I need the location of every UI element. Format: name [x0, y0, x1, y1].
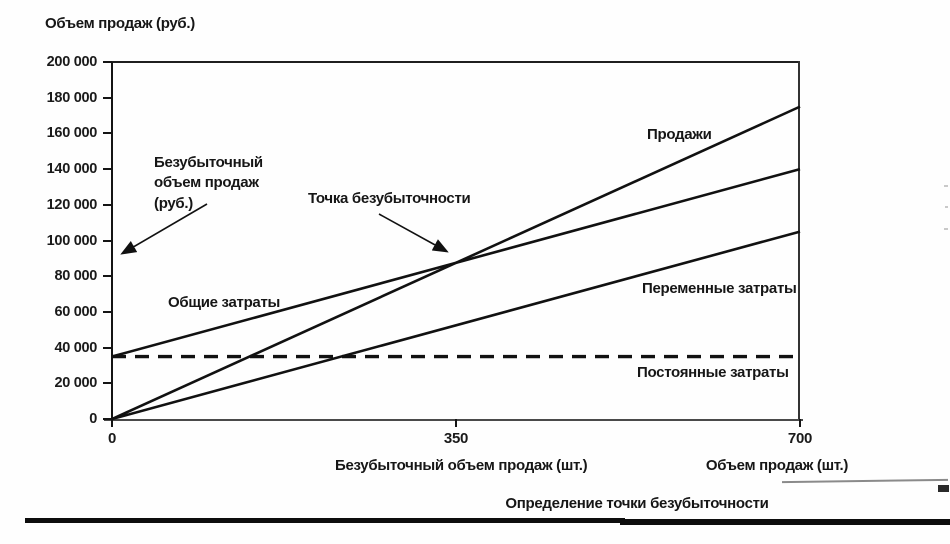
scan-artifact	[944, 185, 948, 187]
y-tick-mark	[103, 96, 112, 99]
series-label-total-costs: Общие затраты	[168, 294, 281, 311]
y-tick-mark	[103, 275, 112, 278]
y-tick-mark	[103, 168, 112, 171]
y-tick-label: 20 000	[54, 375, 97, 392]
x-tick-label: 0	[107, 430, 117, 447]
x-axis-label-breakeven-units: Безубыточный объем продаж (шт.)	[335, 457, 588, 474]
plot-border-top	[111, 61, 800, 63]
scan-artifact	[938, 485, 949, 492]
y-tick-label: 200 000	[46, 54, 98, 70]
series-label-sales: Продажи	[647, 126, 712, 143]
y-tick-label: 140 000	[46, 161, 98, 178]
breakeven-point-annotation: Точка безубыточности	[308, 190, 471, 207]
y-tick-label: 80 000	[54, 268, 97, 285]
bottom-rule-bar	[25, 518, 625, 523]
y-tick-mark	[103, 382, 112, 385]
scan-artifact	[944, 228, 948, 230]
bottom-rule-bar	[620, 519, 950, 525]
y-tick-mark	[103, 203, 112, 206]
series-label-fixed-costs: Постоянные затраты	[637, 364, 789, 381]
x-tick-mark	[111, 419, 113, 427]
y-tick-label: 160 000	[46, 125, 98, 142]
y-tick-label: 180 000	[46, 89, 98, 106]
y-tick-mark	[103, 239, 112, 242]
breakeven-revenue-annotation: Безубыточный объем продаж (руб.)	[154, 154, 263, 212]
y-tick-mark	[103, 61, 112, 63]
figure-caption: Определение точки безубыточности	[505, 495, 769, 512]
y-axis-title: Объем продаж (руб.)	[45, 15, 195, 32]
x-tick-mark	[799, 419, 801, 427]
y-tick-mark	[103, 418, 112, 420]
x-axis-label-volume-units: Объем продаж (шт.)	[705, 457, 849, 474]
y-tick-label: 100 000	[46, 232, 98, 249]
x-tick-label: 700	[787, 430, 813, 447]
scan-artifact	[945, 206, 948, 208]
y-tick-label: 60 000	[54, 303, 97, 320]
x-tick-mark	[455, 419, 457, 427]
y-tick-label: 120 000	[46, 196, 98, 213]
y-tick-mark	[103, 346, 112, 349]
series-label-variable-costs: Переменные затраты	[642, 280, 797, 297]
y-tick-label: 0	[89, 411, 97, 427]
y-tick-label: 40 000	[54, 339, 97, 356]
y-tick-mark	[103, 132, 112, 135]
x-tick-label: 350	[443, 430, 469, 447]
y-tick-mark	[103, 310, 112, 313]
